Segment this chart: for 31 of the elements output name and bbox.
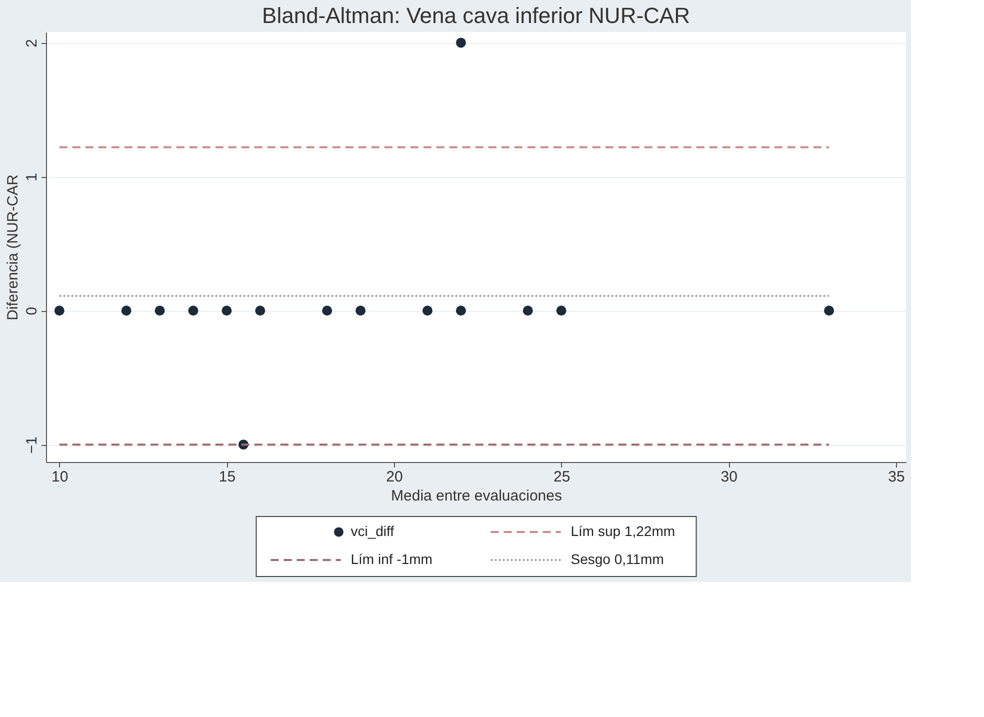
y-tick-label: 2 <box>24 39 40 48</box>
x-tick-label: 35 <box>888 468 905 486</box>
point <box>456 38 466 48</box>
x-axis-title: Media entre evaluaciones <box>391 488 562 504</box>
x-tick-label: 10 <box>52 468 68 486</box>
point <box>154 306 165 316</box>
y-tick-label: 0 <box>24 306 40 316</box>
legend-label: vci_diff <box>350 523 394 539</box>
point <box>121 306 132 316</box>
point <box>556 306 566 316</box>
point <box>356 306 366 316</box>
point <box>54 306 64 316</box>
legend-label: Sesgo 0,11mm <box>570 551 664 567</box>
point <box>255 306 266 316</box>
legend-label: Lím inf -1mm <box>350 551 432 567</box>
y-tick-label: −1 <box>24 436 40 454</box>
point <box>824 306 834 316</box>
point <box>322 306 332 316</box>
x-tick-label: 20 <box>386 468 403 486</box>
chart-title: Bland-Altman: Vena cava inferior NUR-CAR <box>262 3 690 28</box>
x-tick-label: 15 <box>218 468 236 486</box>
x-tick-label: 25 <box>553 468 570 486</box>
legend-label: Lím sup 1,22mm <box>570 523 676 539</box>
point <box>422 306 432 316</box>
x-tick-label: 30 <box>720 468 738 486</box>
point <box>222 306 232 316</box>
point <box>522 306 533 316</box>
y-axis-title: Diferencia (NUR-CAR <box>4 174 22 320</box>
point <box>456 306 466 316</box>
y-tick-label: 1 <box>24 173 40 182</box>
point <box>188 306 198 316</box>
